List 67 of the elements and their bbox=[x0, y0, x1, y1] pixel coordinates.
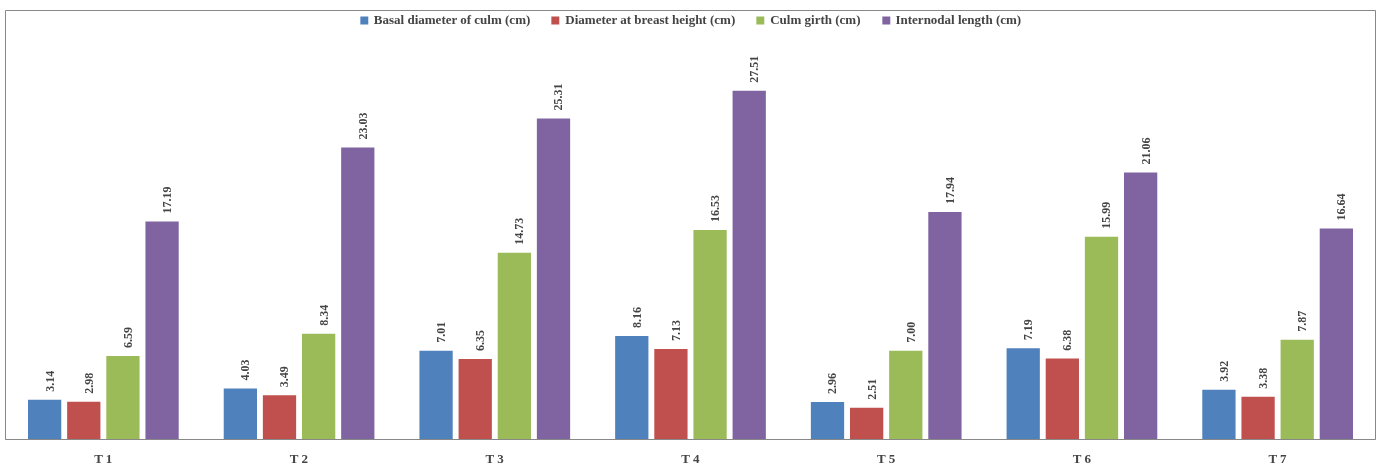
bar bbox=[1084, 236, 1119, 440]
bar bbox=[262, 395, 297, 440]
bar bbox=[223, 388, 257, 440]
data-label: 4.03 bbox=[238, 359, 253, 381]
data-label: 6.38 bbox=[1060, 329, 1075, 351]
data-label: 7.13 bbox=[668, 320, 683, 342]
data-label: 3.49 bbox=[277, 366, 292, 388]
bar bbox=[810, 401, 845, 440]
legend-label: Internodal length (cm) bbox=[895, 12, 1022, 28]
bar bbox=[458, 358, 492, 440]
data-label: 2.98 bbox=[81, 372, 96, 394]
bar bbox=[1124, 172, 1158, 440]
bar bbox=[536, 118, 571, 440]
bar bbox=[1202, 389, 1236, 440]
bar bbox=[1045, 358, 1079, 440]
bar bbox=[693, 229, 727, 440]
bar bbox=[145, 221, 179, 440]
data-label: 7.19 bbox=[1021, 319, 1036, 341]
data-label: 7.00 bbox=[903, 321, 918, 343]
x-tick-label: T 7 bbox=[1268, 450, 1288, 466]
data-label: 3.14 bbox=[42, 370, 57, 392]
data-label: 6.35 bbox=[473, 329, 488, 351]
data-label: 3.38 bbox=[1256, 367, 1271, 389]
data-label: 3.92 bbox=[1216, 360, 1231, 382]
data-label: 2.96 bbox=[825, 372, 840, 394]
bar bbox=[67, 401, 101, 440]
bar bbox=[1280, 339, 1314, 440]
bar bbox=[889, 350, 923, 440]
x-tick-label: T 6 bbox=[1072, 450, 1092, 466]
bar bbox=[302, 333, 336, 440]
data-label: 21.06 bbox=[1138, 137, 1153, 165]
data-label: 16.53 bbox=[708, 194, 723, 222]
bar bbox=[850, 407, 884, 440]
data-label: 16.64 bbox=[1334, 193, 1349, 221]
legend-label: Basal diameter of culm (cm) bbox=[373, 12, 531, 28]
x-tick-label: T 1 bbox=[94, 450, 113, 466]
legend-label: Culm girth (cm) bbox=[770, 12, 861, 28]
bar bbox=[928, 212, 962, 440]
data-label: 7.87 bbox=[1295, 310, 1310, 332]
data-label: 7.01 bbox=[434, 321, 449, 343]
x-tick-label: T 2 bbox=[289, 450, 309, 466]
data-label: 17.19 bbox=[160, 186, 175, 214]
bar bbox=[419, 350, 453, 440]
x-tick-label: T 3 bbox=[485, 450, 505, 466]
bar bbox=[1006, 348, 1040, 440]
data-label: 15.99 bbox=[1099, 201, 1114, 229]
data-label: 23.03 bbox=[355, 112, 370, 140]
bar bbox=[615, 336, 649, 440]
data-label: 6.59 bbox=[120, 326, 135, 348]
x-tick-label: T 5 bbox=[877, 450, 896, 466]
bar bbox=[1241, 396, 1275, 440]
bar bbox=[732, 90, 766, 440]
x-tick-label: T 4 bbox=[681, 450, 700, 466]
legend-label: Diameter at breast height (cm) bbox=[565, 12, 736, 28]
bar bbox=[341, 147, 375, 440]
data-label: 2.51 bbox=[864, 378, 879, 400]
data-label: 27.51 bbox=[747, 55, 762, 83]
data-label: 8.34 bbox=[316, 304, 331, 326]
data-label: 8.16 bbox=[629, 307, 644, 329]
bar bbox=[1319, 228, 1353, 440]
bar bbox=[106, 355, 140, 440]
bar bbox=[654, 349, 688, 440]
data-label: 17.94 bbox=[942, 177, 957, 205]
data-label: 14.73 bbox=[512, 217, 527, 245]
bar bbox=[28, 399, 62, 440]
data-label: 25.31 bbox=[551, 83, 566, 111]
bar bbox=[497, 252, 531, 440]
